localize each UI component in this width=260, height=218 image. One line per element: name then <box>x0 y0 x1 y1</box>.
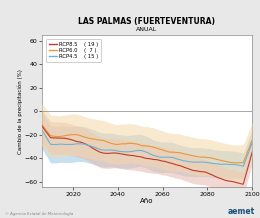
Text: ANUAL: ANUAL <box>136 27 158 32</box>
Title: LAS PALMAS (FUERTEVENTURA): LAS PALMAS (FUERTEVENTURA) <box>79 17 215 26</box>
Text: aemet: aemet <box>228 207 255 216</box>
Y-axis label: Cambio de la precipitación (%): Cambio de la precipitación (%) <box>17 69 23 154</box>
Legend: RCP8.5    ( 19 ), RCP6.0    (  7 ), RCP4.5    ( 15 ): RCP8.5 ( 19 ), RCP6.0 ( 7 ), RCP4.5 ( 15… <box>46 39 101 62</box>
X-axis label: Año: Año <box>140 198 154 204</box>
Text: © Agencia Estatal de Meteorología: © Agencia Estatal de Meteorología <box>5 212 74 216</box>
